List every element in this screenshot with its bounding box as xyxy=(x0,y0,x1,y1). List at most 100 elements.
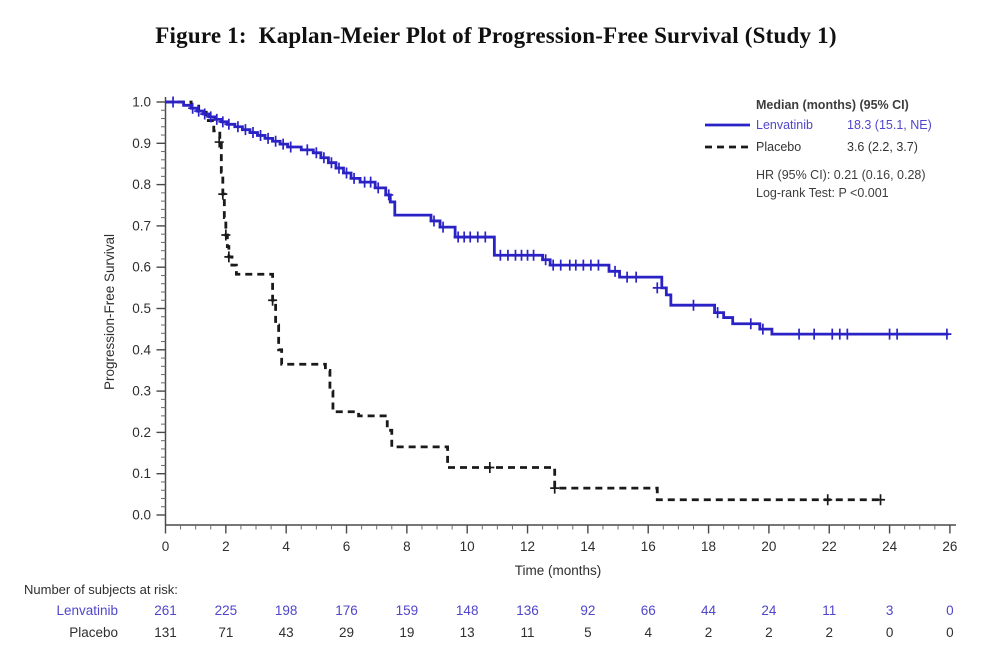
censor-mark xyxy=(688,299,698,311)
censor-mark xyxy=(200,108,210,120)
risk-count: 3 xyxy=(886,603,894,618)
y-tick-label: 0.4 xyxy=(132,342,151,357)
risk-count: 5 xyxy=(584,625,592,640)
risk-count: 131 xyxy=(154,625,177,640)
risk-row-label-lenvatinib: Lenvatinib xyxy=(56,603,118,618)
censor-mark xyxy=(794,328,804,340)
censor-mark xyxy=(823,494,833,506)
censor-mark xyxy=(473,231,483,243)
censor-mark xyxy=(319,152,329,164)
risk-row-label-placebo: Placebo xyxy=(69,625,118,640)
risk-count: 19 xyxy=(399,625,414,640)
censor-mark xyxy=(758,323,768,335)
x-tick-label: 14 xyxy=(580,539,596,554)
risk-count: 66 xyxy=(641,603,656,618)
censor-mark xyxy=(578,259,588,271)
legend-median-lenvatinib: 18.3 (15.1, NE) xyxy=(847,118,932,132)
censor-mark xyxy=(218,116,228,128)
censor-mark xyxy=(240,124,250,136)
censor-mark xyxy=(465,231,475,243)
censor-mark xyxy=(212,113,222,125)
y-tick-label: 0.1 xyxy=(132,466,151,481)
censor-mark xyxy=(233,121,243,133)
censor-mark xyxy=(278,138,288,150)
y-tick-label: 0.5 xyxy=(132,301,151,316)
legend-name-placebo: Placebo xyxy=(756,140,801,154)
lenvatinib-step-path xyxy=(165,100,949,336)
x-tick-label: 24 xyxy=(882,539,898,554)
risk-count: 148 xyxy=(456,603,479,618)
x-tick-label: 10 xyxy=(460,539,475,554)
censor-mark xyxy=(495,249,505,261)
censor-mark xyxy=(168,96,178,108)
risk-count: 261 xyxy=(154,603,177,618)
censor-mark xyxy=(892,328,902,340)
x-tick-label: 22 xyxy=(822,539,837,554)
censor-mark xyxy=(256,129,266,141)
y-tick-label: 0.7 xyxy=(132,218,151,233)
x-tick-label: 0 xyxy=(162,539,170,554)
censor-mark xyxy=(286,141,296,153)
y-tick-label: 0.3 xyxy=(132,384,151,399)
risk-count: 198 xyxy=(275,603,298,618)
censor-mark xyxy=(214,136,224,148)
censor-mark xyxy=(268,294,278,306)
censor-mark xyxy=(631,271,641,283)
censor-mark xyxy=(248,127,258,139)
censor-mark xyxy=(480,231,490,243)
censor-mark xyxy=(541,254,551,266)
risk-count: 0 xyxy=(946,603,954,618)
censor-mark xyxy=(885,328,895,340)
y-tick-label: 0.8 xyxy=(132,177,151,192)
logrank-annotation: Log-rank Test: P <0.001 xyxy=(756,186,889,200)
censor-mark xyxy=(809,328,819,340)
legend: Median (months) (95% CI) Lenvatinib 18.3 (… xyxy=(705,98,932,200)
risk-count: 159 xyxy=(396,603,419,618)
y-tick-label: 0.0 xyxy=(132,508,151,523)
risk-table: Number of subjects at risk: Lenvatinib 261… xyxy=(24,582,954,640)
risk-count: 11 xyxy=(822,603,836,618)
risk-count: 2 xyxy=(705,625,713,640)
censor-mark xyxy=(429,215,439,227)
censor-mark xyxy=(571,259,581,271)
censor-mark xyxy=(485,462,495,474)
censor-mark xyxy=(746,318,756,330)
censor-mark xyxy=(311,147,321,159)
censor-mark xyxy=(586,259,596,271)
risk-count: 44 xyxy=(701,603,717,618)
censor-mark xyxy=(224,118,234,130)
x-tick-label: 2 xyxy=(222,539,230,554)
censor-mark xyxy=(438,221,448,233)
x-tick-label: 18 xyxy=(701,539,716,554)
censor-mark xyxy=(593,259,603,271)
risk-count: 0 xyxy=(886,625,894,640)
y-tick-label: 0.9 xyxy=(132,136,151,151)
censor-mark xyxy=(373,182,383,194)
risk-count: 24 xyxy=(761,603,777,618)
x-tick-label: 16 xyxy=(641,539,656,554)
censor-mark xyxy=(876,494,886,506)
risk-count: 4 xyxy=(644,625,652,640)
y-tick-label: 1.0 xyxy=(132,95,151,110)
risk-count: 2 xyxy=(765,625,773,640)
risk-count: 225 xyxy=(215,603,238,618)
placebo-curve xyxy=(165,100,886,506)
censor-mark xyxy=(188,102,198,114)
risk-count: 176 xyxy=(335,603,358,618)
risk-count: 13 xyxy=(460,625,475,640)
censor-mark xyxy=(206,111,216,123)
censor-mark xyxy=(224,251,234,263)
legend-header: Median (months) (95% CI) xyxy=(756,98,909,112)
lenvatinib-curve xyxy=(165,96,952,340)
legend-median-placebo: 3.6 (2.2, 3.7) xyxy=(847,140,918,154)
risk-table-title: Number of subjects at risk: xyxy=(24,582,178,597)
censor-mark xyxy=(263,132,273,144)
censor-mark xyxy=(271,135,281,147)
risk-count: 71 xyxy=(218,625,233,640)
censor-mark xyxy=(218,188,228,200)
x-axis-title: Time (months) xyxy=(515,563,602,578)
y-tick-label: 0.2 xyxy=(132,425,151,440)
figure-title: Figure 1: Kaplan-Meier Plot of Progressi… xyxy=(155,23,837,48)
censor-mark xyxy=(942,328,952,340)
